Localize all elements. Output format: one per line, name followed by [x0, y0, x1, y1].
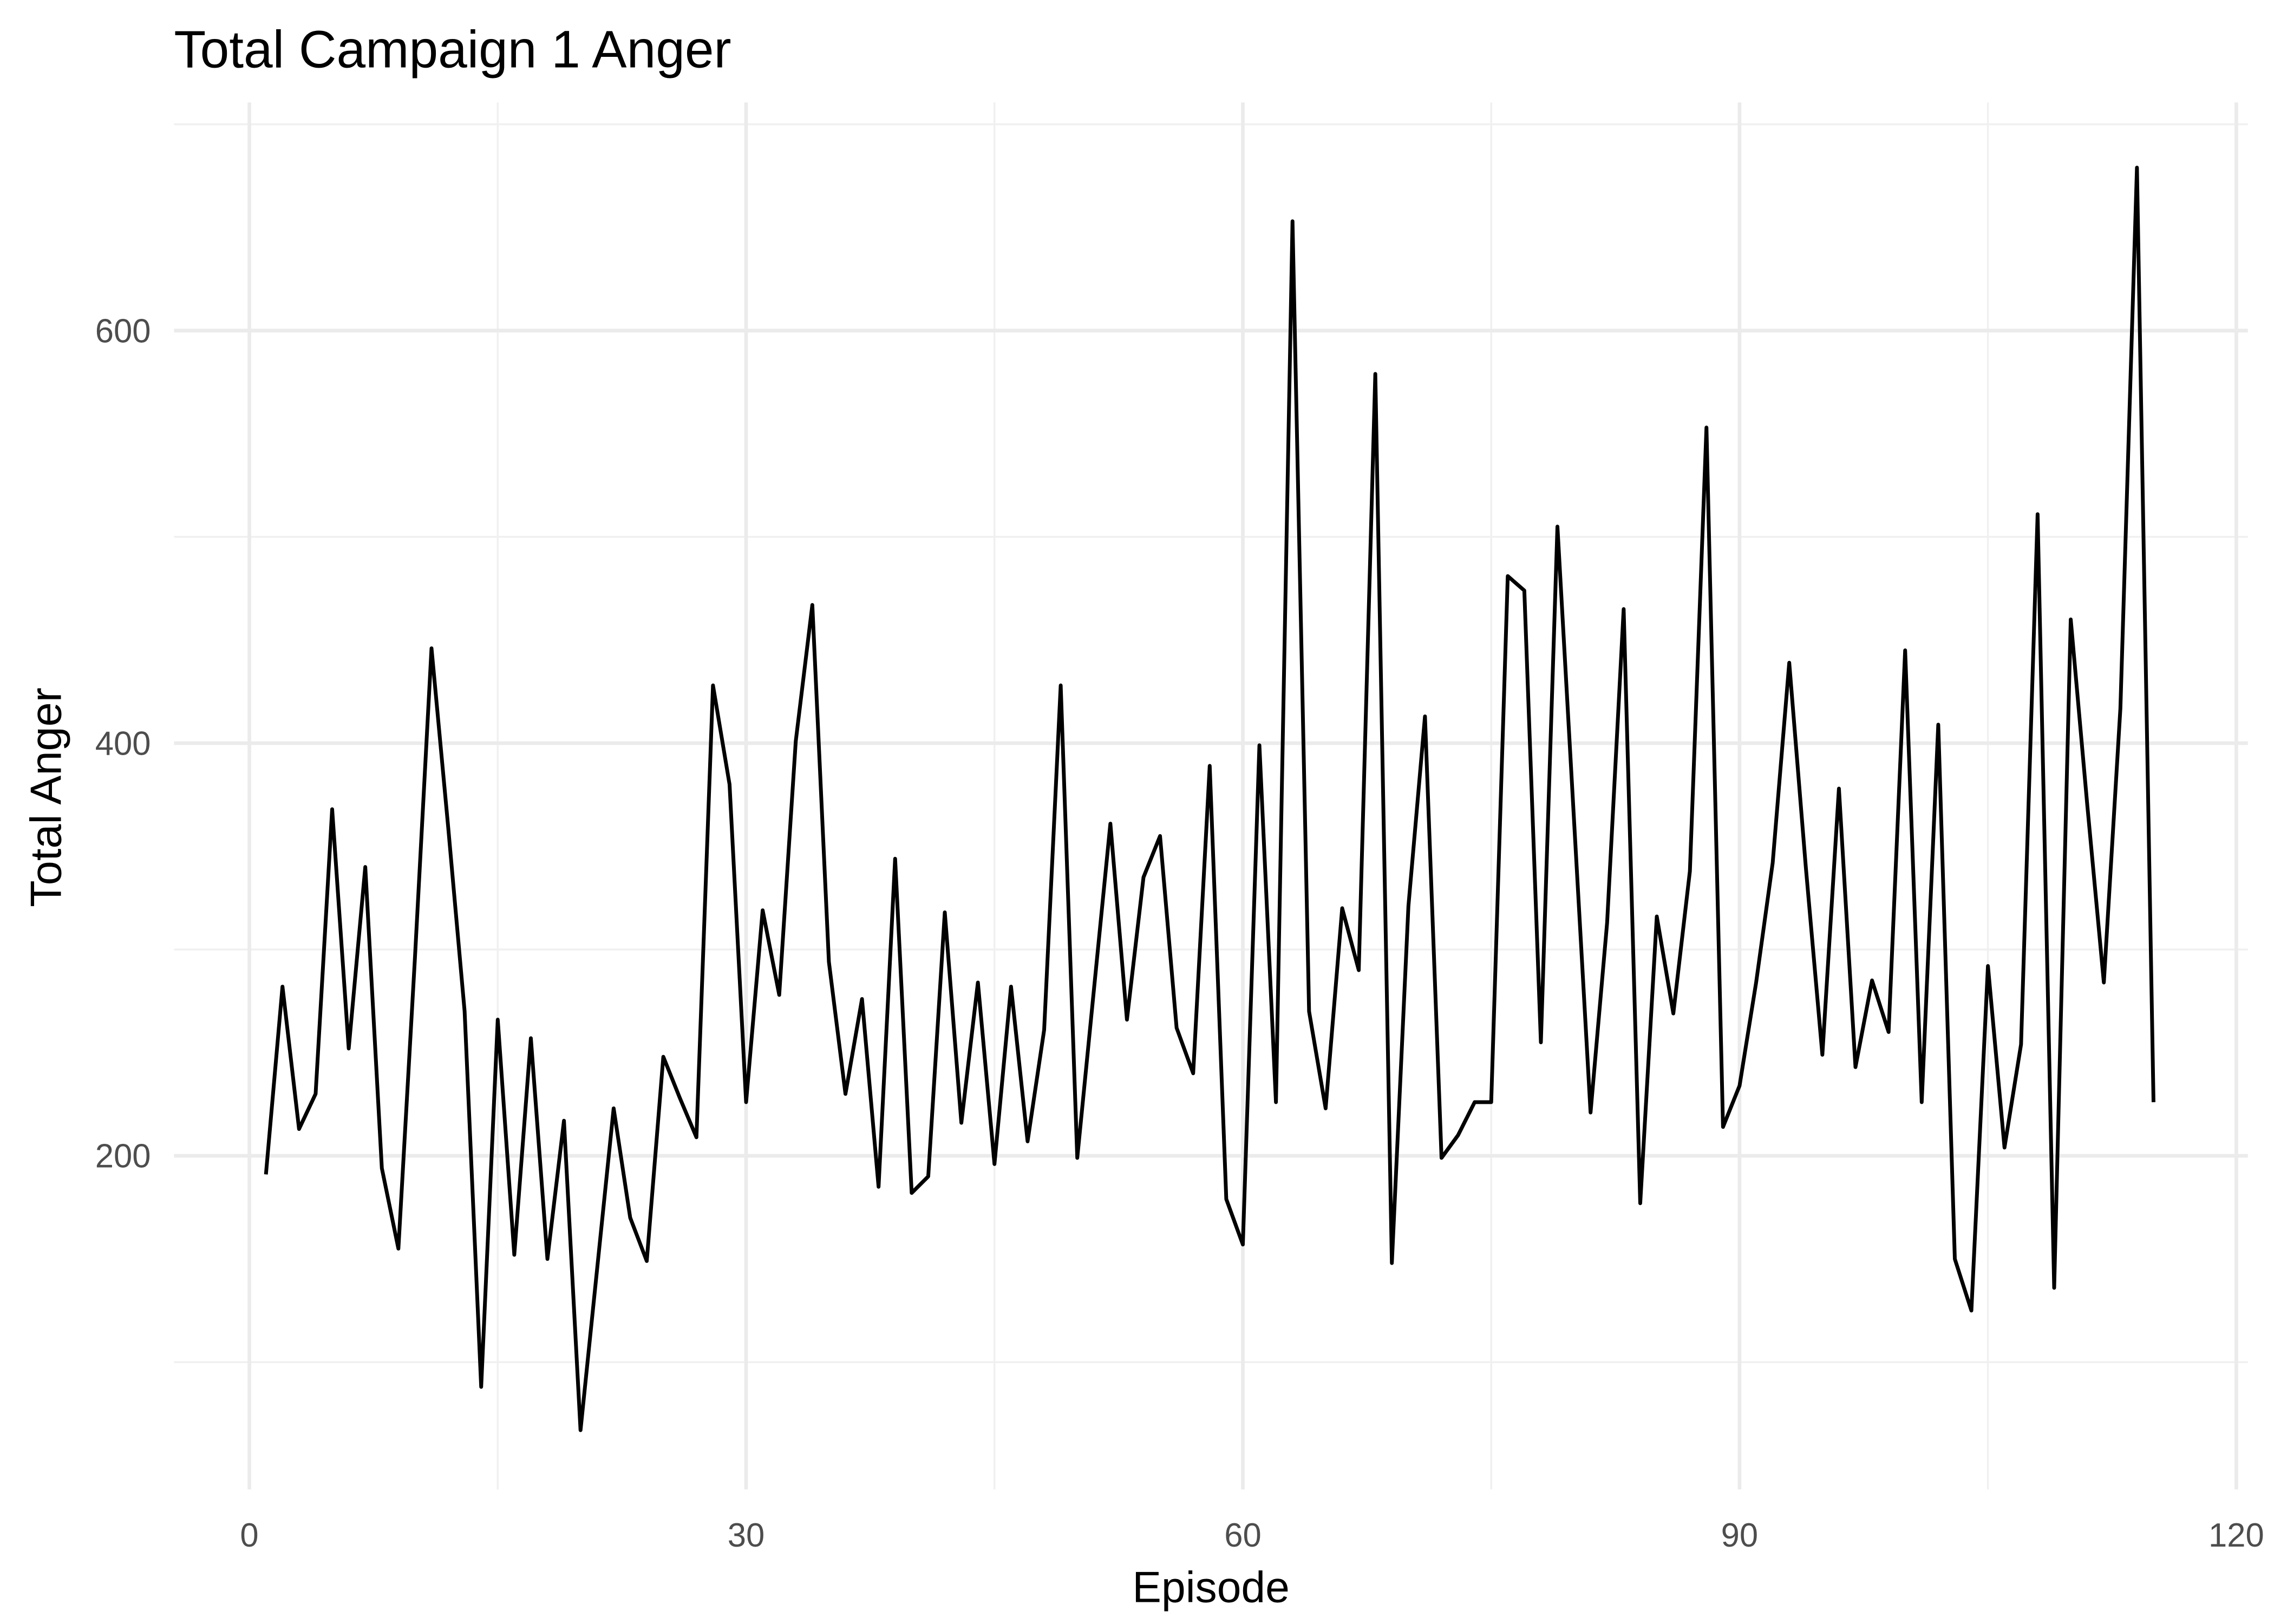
x-axis-title: Episode [1132, 1563, 1289, 1612]
y-tick-label: 200 [95, 1137, 151, 1175]
y-axis-title: Total Anger [22, 687, 71, 907]
y-tick-label: 600 [95, 312, 151, 350]
x-tick-label: 60 [1224, 1517, 1262, 1554]
x-tick-label: 90 [1721, 1517, 1759, 1554]
x-tick-label: 0 [240, 1517, 258, 1554]
y-tick-label: 400 [95, 725, 151, 762]
x-tick-label: 30 [728, 1517, 765, 1554]
x-tick-label: 120 [2208, 1517, 2264, 1554]
chart-title: Total Campaign 1 Anger [174, 19, 731, 78]
data-line [264, 166, 2155, 1432]
